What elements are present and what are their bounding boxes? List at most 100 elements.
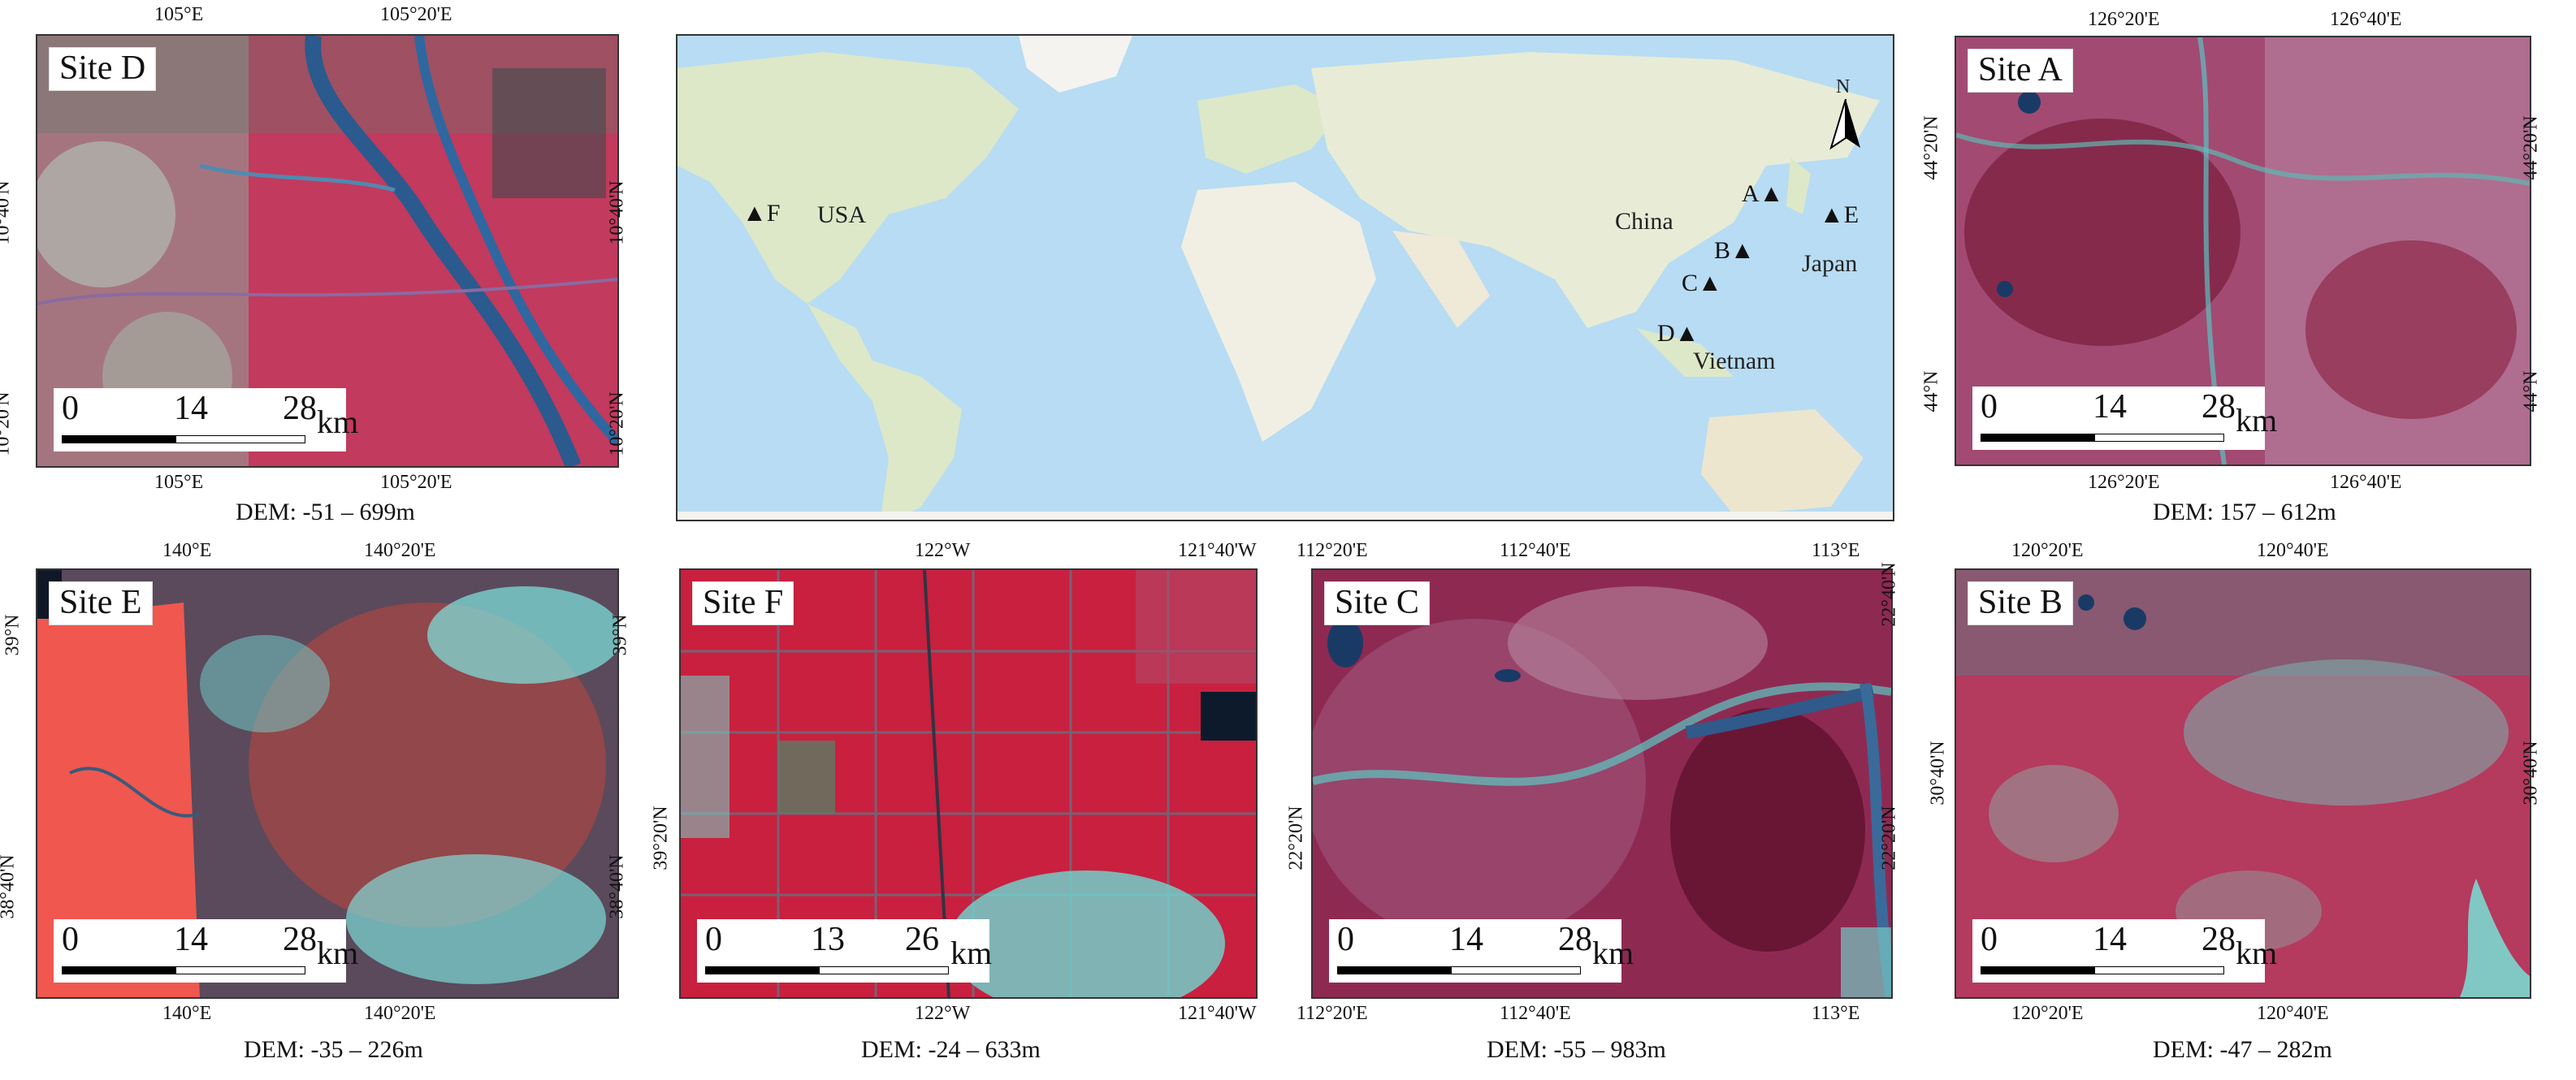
top-tick: 120°40'E — [2257, 540, 2329, 561]
left-tick: 38°40'N — [0, 854, 19, 919]
top-tick: 126°40'E — [2330, 9, 2402, 30]
dem-range: DEM: -47 – 282m — [2153, 1036, 2332, 1063]
world-basemap: N USA China Japan Vietnam ▲F A▲ ▲E B▲ C▲… — [676, 34, 1894, 521]
scale-label: 0 — [1981, 921, 1998, 958]
satellite-image-site-e: Site E 0 14 28 km — [36, 568, 619, 999]
satellite-image-site-a: Site A 0 14 28 km — [1955, 36, 2531, 466]
site-marker-f: ▲F — [742, 200, 781, 227]
scale-bar-black — [62, 966, 175, 974]
scale-label: 28 — [283, 390, 317, 427]
scale-unit: km — [317, 935, 359, 971]
bottom-tick: 121°40'W — [1178, 1003, 1257, 1024]
dem-range: DEM: -55 – 983m — [1487, 1036, 1666, 1063]
left-tick: 39°20'N — [650, 806, 672, 870]
scale-label: 26 — [905, 921, 939, 958]
site-label: Site B — [1968, 581, 2073, 626]
left-tick: 44°N — [1920, 370, 1942, 413]
bottom-tick: 120°40'E — [2257, 1003, 2329, 1024]
satellite-image-site-d: Site D 0 14 28 km — [36, 34, 619, 468]
scale-bar-black — [1981, 434, 2094, 442]
scale-bar-white — [2094, 966, 2224, 974]
scale-bar: 0 13 26 km — [697, 919, 993, 983]
site-label: Site C — [1324, 581, 1430, 626]
right-tick: 44°20'N — [2520, 115, 2542, 180]
top-tick: 140°20'E — [364, 540, 436, 561]
scale-label: 14 — [174, 921, 208, 958]
scale-label: 28 — [283, 921, 317, 958]
scale-bar-black — [705, 966, 819, 974]
scale-bar: 0 14 28 km — [1972, 387, 2277, 450]
scale-label: 0 — [1337, 921, 1354, 958]
top-tick: 120°20'E — [2011, 540, 2084, 561]
scale-unit: km — [317, 404, 359, 440]
satellite-image-site-f: Site F 0 13 26 km — [679, 568, 1258, 999]
right-tick: 10°40'N — [606, 180, 628, 245]
scale-bar: 0 14 28 km — [1972, 919, 2277, 983]
top-tick: 112°20'E — [1297, 540, 1368, 561]
north-arrow-icon — [1829, 99, 1860, 150]
scale-label: 14 — [2093, 388, 2127, 426]
scale-bar: 0 14 28 km — [54, 919, 358, 983]
site-marker-b: B▲ — [1714, 237, 1755, 264]
right-tick: 30°40'N — [2520, 741, 2542, 806]
bottom-tick: 113°E — [1812, 1003, 1860, 1024]
site-marker-c: C▲ — [1682, 270, 1722, 296]
scale-bar: 0 14 28 km — [1329, 919, 1634, 983]
scale-bar-black — [1981, 966, 2094, 974]
scale-label: 0 — [1981, 388, 1998, 426]
bottom-tick: 140°20'E — [364, 1003, 436, 1024]
bottom-tick: 120°20'E — [2011, 1003, 2084, 1024]
left-tick: 39°N — [2, 614, 24, 656]
country-label-usa: USA — [817, 201, 867, 228]
scale-label: 28 — [1558, 921, 1592, 958]
bottom-tick: 105°20'E — [380, 472, 452, 493]
scale-label: 28 — [2202, 388, 2236, 426]
scale-unit: km — [1592, 935, 1634, 971]
country-label-japan: Japan — [1802, 250, 1858, 277]
left-tick: 10°40'N — [0, 180, 14, 245]
top-tick: 112°40'E — [1500, 540, 1571, 561]
scale-label: 14 — [1449, 921, 1483, 958]
top-tick: 105°20'E — [380, 4, 452, 25]
scale-bar-black — [62, 435, 175, 443]
scale-unit: km — [950, 935, 993, 971]
top-tick: 105°E — [154, 4, 204, 25]
right-tick: 22°20'N — [1878, 806, 1900, 870]
scale-bar-white — [2094, 434, 2224, 442]
bottom-tick: 112°40'E — [1500, 1003, 1571, 1024]
top-tick: 113°E — [1812, 540, 1860, 561]
scale-label: 14 — [2093, 921, 2127, 958]
right-tick: 39°N — [609, 614, 631, 656]
scale-bar-black — [1337, 966, 1451, 974]
right-tick: 10°20'N — [606, 391, 628, 456]
scale-label: 0 — [62, 390, 79, 427]
right-tick: 22°40'N — [1878, 562, 1900, 627]
top-tick: 122°W — [915, 540, 971, 561]
scale-label: 0 — [705, 921, 722, 958]
scale-bar-white — [819, 966, 949, 974]
satellite-image-site-c: Site C 0 14 28 km — [1311, 568, 1893, 999]
left-tick: 10°20'N — [0, 391, 14, 456]
bottom-tick: 112°20'E — [1297, 1003, 1368, 1024]
scale-label: 28 — [2202, 921, 2236, 958]
bottom-tick: 122°W — [915, 1003, 971, 1024]
site-label: Site F — [692, 581, 794, 626]
left-tick: 30°40'N — [1927, 741, 1949, 806]
site-label: Site D — [49, 47, 157, 92]
scale-label: 14 — [174, 390, 208, 427]
scale-bar-white — [175, 435, 305, 443]
right-tick: 44°N — [2520, 370, 2542, 413]
site-marker-d: D▲ — [1657, 320, 1699, 347]
dem-range: DEM: -51 – 699m — [236, 499, 415, 525]
bottom-tick: 126°40'E — [2330, 472, 2402, 493]
left-tick: 22°20'N — [1285, 806, 1307, 870]
site-label: Site A — [1968, 49, 2073, 93]
right-tick: 38°40'N — [606, 854, 628, 919]
scale-bar-white — [1451, 966, 1581, 974]
satellite-image-site-b: Site B 0 14 28 km — [1955, 568, 2531, 999]
scale-bar-white — [175, 966, 305, 974]
scale-bar: 0 14 28 km — [54, 388, 358, 451]
bottom-tick: 126°20'E — [2088, 472, 2160, 493]
dem-range: DEM: 157 – 612m — [2153, 499, 2336, 525]
scale-unit: km — [2236, 935, 2278, 971]
